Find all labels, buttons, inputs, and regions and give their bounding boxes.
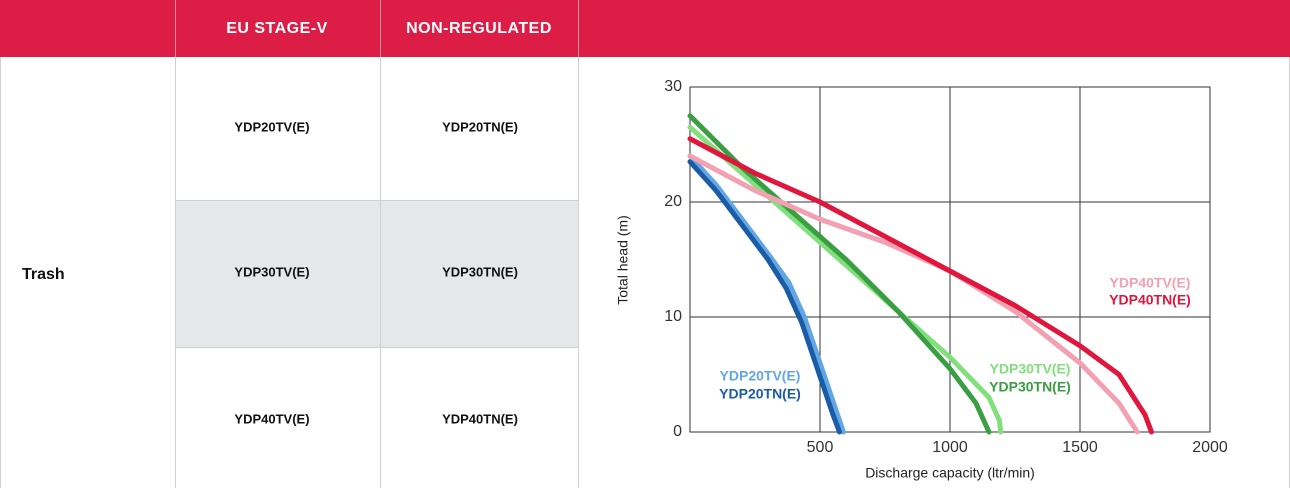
y-tick-label: 10 <box>664 308 682 325</box>
table-borders <box>0 57 1290 488</box>
y-tick-label: 20 <box>664 193 682 210</box>
y-tick-label: 0 <box>673 423 682 440</box>
header-bar <box>0 0 1290 57</box>
model-cell: YDP30TN(E) <box>442 264 518 279</box>
model-cell: YDP20TV(E) <box>234 119 309 134</box>
row-shade <box>175 200 578 347</box>
x-tick-label: 2000 <box>1192 439 1228 456</box>
model-cell: YDP40TN(E) <box>442 411 518 426</box>
x-axis-label: Discharge capacity (ltr/min) <box>865 465 1035 481</box>
y-axis-label: Total head (m) <box>615 215 631 304</box>
series-label: YDP20TN(E) <box>719 386 801 402</box>
y-tick-label: 30 <box>664 78 682 95</box>
x-tick-label: 1500 <box>1062 439 1098 456</box>
row-category: Trash <box>22 266 65 283</box>
header-dividers <box>175 0 579 57</box>
series-label: YDP40TN(E) <box>1109 292 1191 308</box>
x-tick-label: 1000 <box>932 439 968 456</box>
model-cell: YDP30TV(E) <box>234 264 309 279</box>
series-line <box>687 113 992 435</box>
x-tick-label: 500 <box>807 439 834 456</box>
series-line <box>687 159 842 435</box>
series-line <box>687 136 1154 435</box>
series-label: YDP30TN(E) <box>989 379 1071 395</box>
model-cell: YDP40TV(E) <box>234 411 309 426</box>
column-header: EU STAGE-V <box>226 20 328 37</box>
series-line <box>687 153 846 435</box>
series-label: YDP40TV(E) <box>1110 275 1191 291</box>
series-label: YDP20TV(E) <box>720 368 801 384</box>
series-label: YDP30TV(E) <box>990 361 1071 377</box>
column-header: NON-REGULATED <box>406 20 552 37</box>
model-cell: YDP20TN(E) <box>442 119 518 134</box>
